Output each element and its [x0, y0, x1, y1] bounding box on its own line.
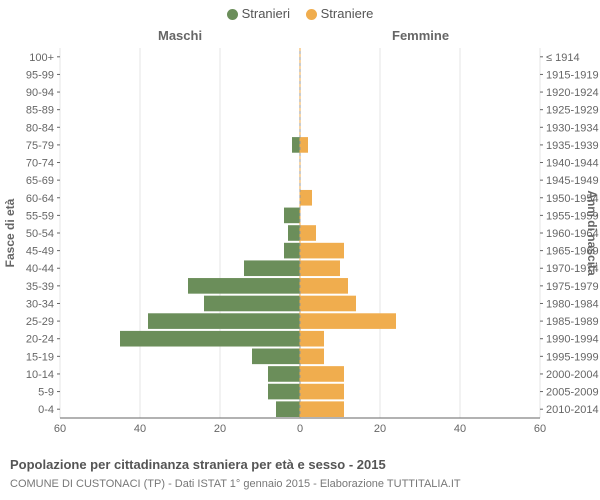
- svg-text:0: 0: [297, 423, 303, 435]
- chart-subtitle: COMUNE DI CUSTONACI (TP) - Dati ISTAT 1°…: [10, 478, 461, 490]
- svg-text:25-29: 25-29: [26, 316, 54, 328]
- svg-text:65-69: 65-69: [26, 175, 54, 187]
- svg-text:50-54: 50-54: [26, 228, 54, 240]
- svg-text:1995-1999: 1995-1999: [546, 351, 599, 363]
- svg-text:40: 40: [134, 423, 146, 435]
- legend-swatch-male: [227, 9, 238, 20]
- svg-text:35-39: 35-39: [26, 281, 54, 293]
- svg-text:15-19: 15-19: [26, 351, 54, 363]
- legend-item-male: Stranieri: [227, 6, 290, 21]
- svg-text:0-4: 0-4: [38, 404, 54, 416]
- svg-text:10-14: 10-14: [26, 369, 54, 381]
- population-pyramid-chart: 0 20 20 40 40 60 60 100+ ≤ 1914 95-99 1915-1919 90-…: [0, 24, 600, 444]
- svg-text:Anni di nascita: Anni di nascita: [585, 190, 599, 276]
- svg-text:45-49: 45-49: [26, 246, 54, 258]
- svg-text:30-34: 30-34: [26, 298, 54, 310]
- svg-text:55-59: 55-59: [26, 210, 54, 222]
- svg-text:1935-1939: 1935-1939: [546, 140, 599, 152]
- legend-label-female: Straniere: [321, 6, 374, 21]
- legend: Stranieri Straniere: [0, 6, 600, 21]
- svg-text:2005-2009: 2005-2009: [546, 387, 599, 399]
- svg-text:95-99: 95-99: [26, 69, 54, 81]
- svg-text:1945-1949: 1945-1949: [546, 175, 599, 187]
- legend-label-male: Stranieri: [242, 6, 290, 21]
- svg-text:85-89: 85-89: [26, 105, 54, 117]
- svg-text:60: 60: [54, 423, 66, 435]
- svg-text:100+: 100+: [29, 52, 54, 64]
- svg-text:2010-2014: 2010-2014: [546, 404, 599, 416]
- svg-text:40: 40: [454, 423, 466, 435]
- svg-text:70-74: 70-74: [26, 158, 54, 170]
- svg-text:Fasce di età: Fasce di età: [3, 198, 17, 267]
- svg-text:60-64: 60-64: [26, 193, 54, 205]
- svg-text:1925-1929: 1925-1929: [546, 105, 599, 117]
- chart-title: Popolazione per cittadinanza straniera p…: [10, 457, 386, 472]
- svg-text:1985-1989: 1985-1989: [546, 316, 599, 328]
- svg-text:1920-1924: 1920-1924: [546, 87, 599, 99]
- svg-text:60: 60: [534, 423, 546, 435]
- svg-text:2000-2004: 2000-2004: [546, 369, 599, 381]
- svg-text:75-79: 75-79: [26, 140, 54, 152]
- svg-text:90-94: 90-94: [26, 87, 54, 99]
- svg-text:40-44: 40-44: [26, 263, 54, 275]
- legend-item-female: Straniere: [306, 6, 374, 21]
- svg-text:20-24: 20-24: [26, 334, 54, 346]
- svg-text:1930-1934: 1930-1934: [546, 122, 599, 134]
- svg-text:≤ 1914: ≤ 1914: [546, 52, 580, 64]
- svg-text:80-84: 80-84: [26, 122, 54, 134]
- svg-text:20: 20: [374, 423, 386, 435]
- legend-swatch-female: [306, 9, 317, 20]
- svg-text:1975-1979: 1975-1979: [546, 281, 599, 293]
- svg-text:1940-1944: 1940-1944: [546, 158, 599, 170]
- svg-text:1915-1919: 1915-1919: [546, 69, 599, 81]
- svg-text:1990-1994: 1990-1994: [546, 334, 599, 346]
- svg-text:5-9: 5-9: [38, 387, 54, 399]
- svg-text:1980-1984: 1980-1984: [546, 298, 599, 310]
- svg-text:20: 20: [214, 423, 226, 435]
